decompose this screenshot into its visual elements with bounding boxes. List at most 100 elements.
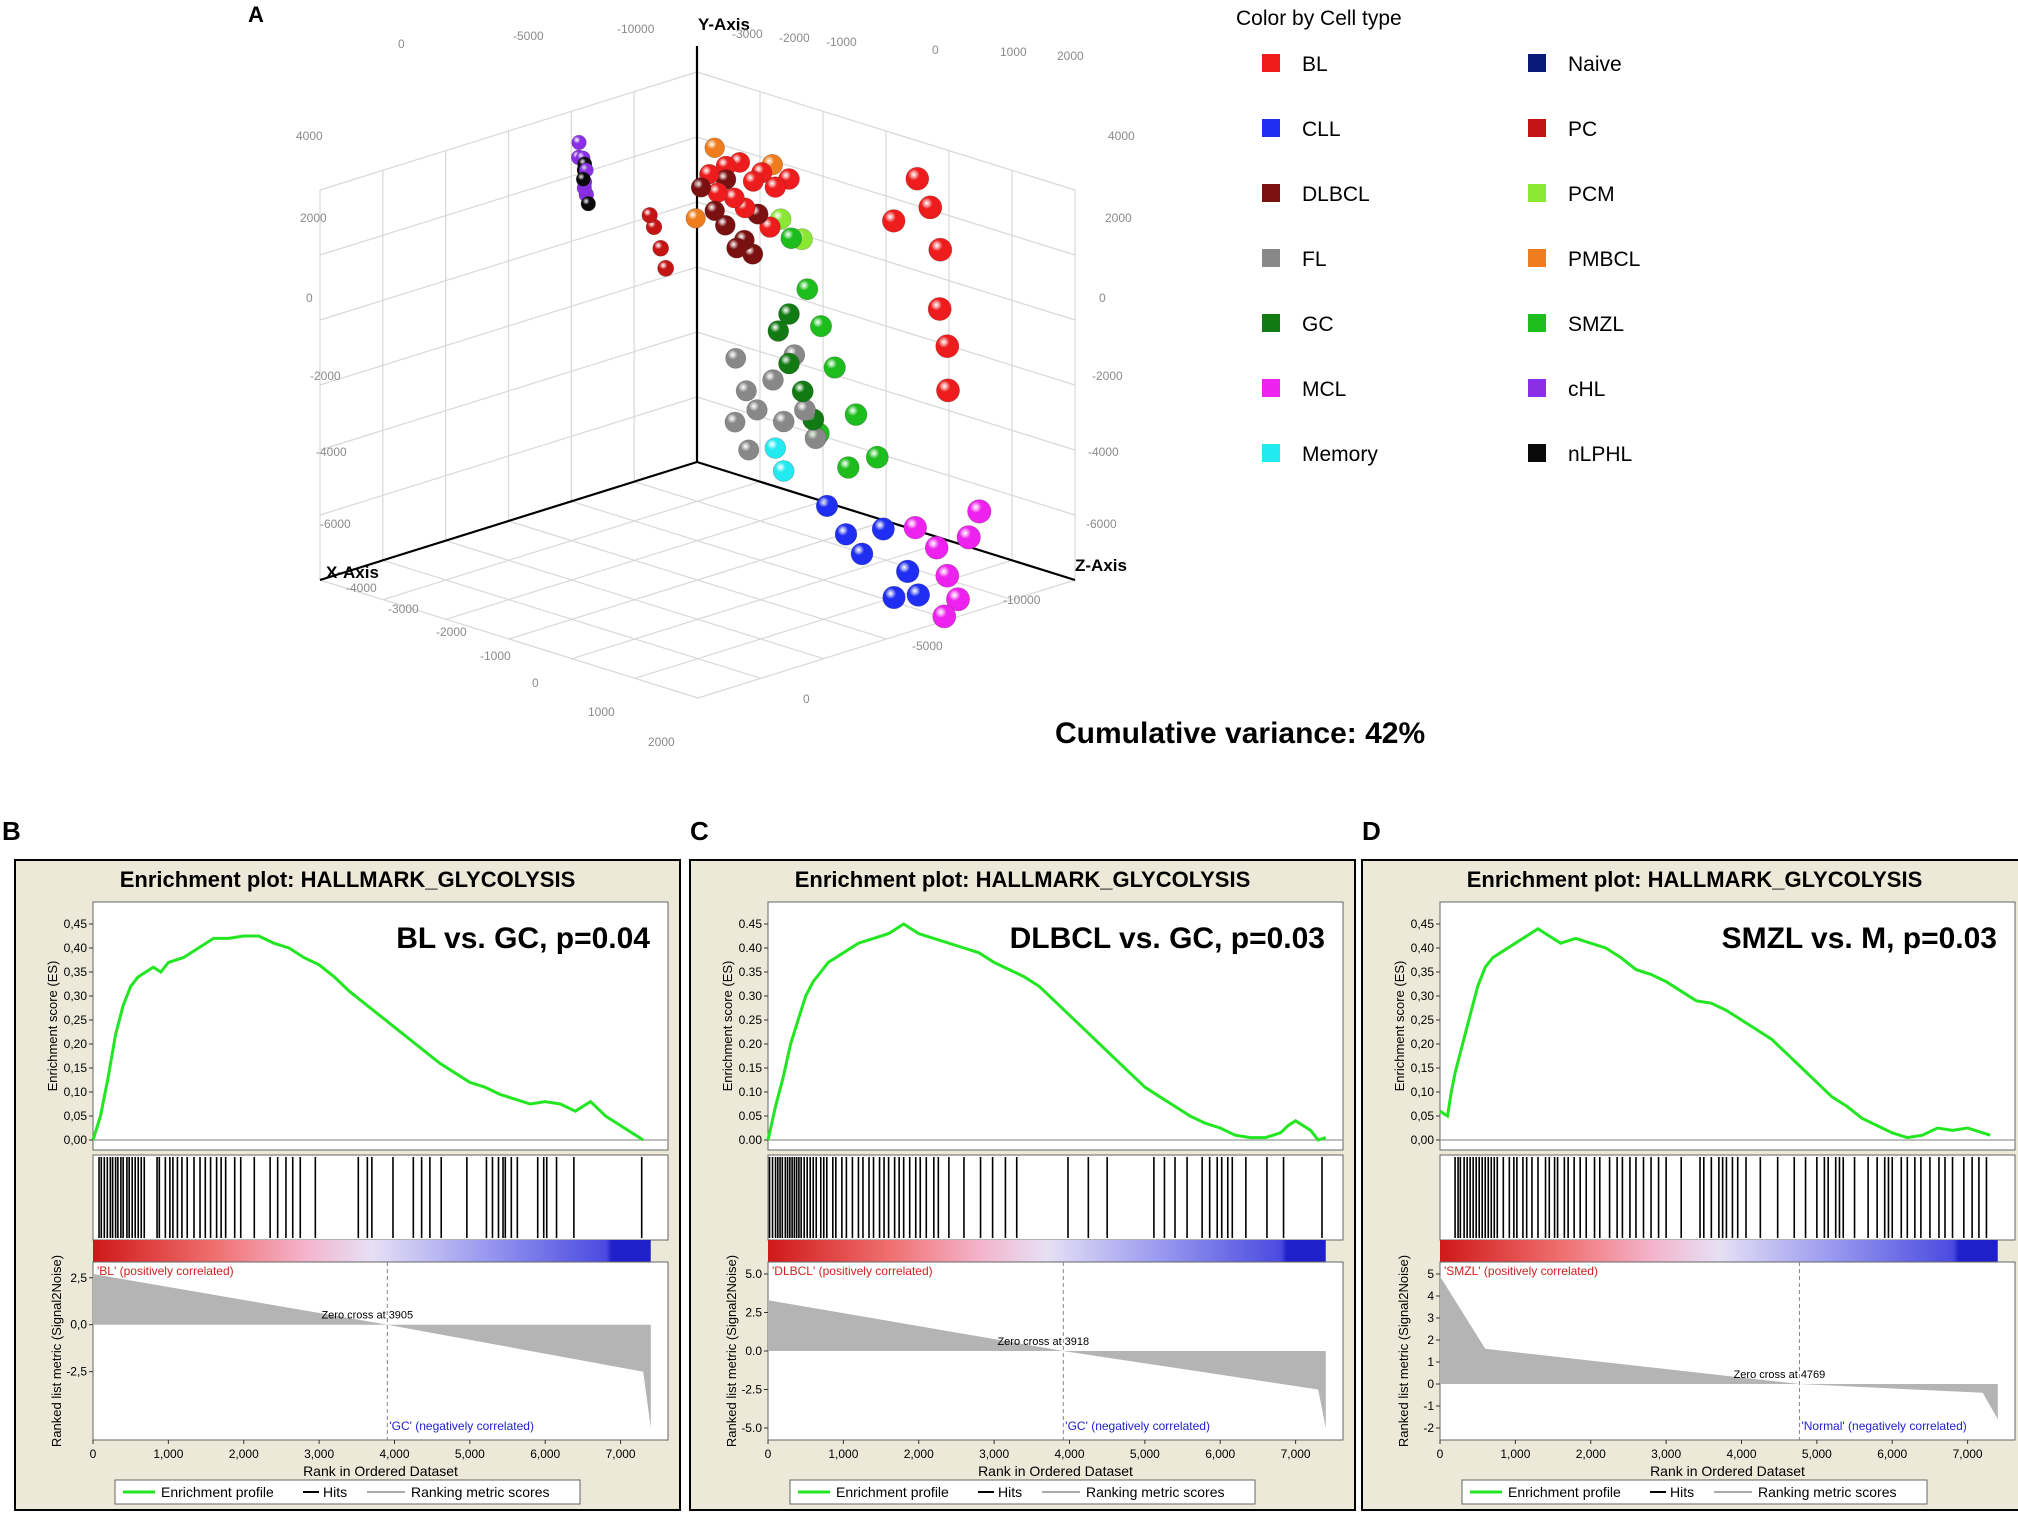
pca-point-pmbcl: [685, 208, 706, 229]
gsea-legend: [1461, 1479, 1928, 1505]
pca-point-cll: [815, 494, 839, 518]
x-tick-label: 1,000: [828, 1447, 858, 1461]
es-tick-label: 0,00: [1411, 1133, 1435, 1147]
x-tick-label: 6,000: [1877, 1447, 1907, 1461]
legend-label: PCM: [1568, 183, 1615, 206]
es-tick-label: 0,35: [1411, 965, 1435, 979]
tick-label: -6000: [1086, 517, 1117, 531]
es-tick-label: 0.00: [739, 1133, 763, 1147]
tick-label: 0: [306, 291, 313, 305]
pca-point-smzl: [837, 456, 860, 479]
panel-label-c: C: [690, 816, 709, 846]
x-tick-label: 1,000: [1500, 1447, 1530, 1461]
es-tick-label: 0,40: [1411, 941, 1435, 955]
pca-point-nlphl: [575, 171, 591, 187]
es-tick-label: 0,45: [64, 917, 88, 931]
pca-3d-plot: Y-Axis X-Axis Z-Axis 0 -5000 -10000 -300…: [296, 7, 1640, 750]
pca-point-smzl: [809, 315, 832, 338]
pca-point-dlbcl: [726, 237, 748, 259]
pca-point-chl: [571, 134, 587, 151]
metric-tick-label: 2,5: [70, 1271, 87, 1285]
pca-point-cll: [850, 542, 874, 566]
ranking-metric-area: [768, 1300, 1326, 1428]
tick-label: -4000: [1088, 445, 1119, 459]
es-tick-label: 0.20: [739, 1037, 763, 1051]
x-tick-label: 4,000: [379, 1447, 409, 1461]
pca-point-fl: [772, 410, 795, 433]
pca-point-memory: [772, 460, 795, 482]
es-tick-label: 0.10: [739, 1085, 763, 1099]
tick-label: 1000: [588, 705, 615, 719]
pca-point-fl: [762, 369, 784, 391]
gsea-title: Enrichment plot: HALLMARK_GLYCOLYSIS: [120, 867, 576, 892]
ranking-metric-area: [1440, 1276, 1998, 1420]
pca-point-dlbcl: [704, 200, 725, 222]
pca-point-mcl: [924, 535, 949, 560]
tick-label: -2000: [779, 31, 810, 45]
x-tick-label: 7,000: [606, 1447, 636, 1461]
pca-point-pc: [657, 259, 675, 277]
tick-label: 0: [932, 43, 939, 57]
es-plot-area: [1439, 901, 2016, 1151]
gsea-title: Enrichment plot: HALLMARK_GLYCOLYSIS: [795, 867, 1251, 892]
grid-line: [319, 579, 699, 699]
x-tick-label: 0: [765, 1447, 772, 1461]
zero-cross-label: Zero cross at 3918: [997, 1336, 1089, 1348]
legend-ranking-label: Ranking metric scores: [411, 1484, 550, 1500]
es-tick-label: 0,40: [64, 941, 88, 955]
es-tick-label: 0,30: [1411, 989, 1435, 1003]
es-tick-label: 0.40: [739, 941, 763, 955]
pca-point-pmbcl: [704, 137, 725, 159]
x-tick-label: 7,000: [1953, 1447, 1983, 1461]
pca-point-dlbcl: [714, 215, 736, 236]
legend-hits-label: Hits: [1670, 1484, 1694, 1500]
es-tick-label: 0,10: [1411, 1085, 1435, 1099]
es-tick-label: 0,35: [64, 965, 88, 979]
pca-point-smzl: [796, 278, 819, 301]
x-tick-label: 4,000: [1054, 1447, 1084, 1461]
gsea-panel-smzl: Enrichment plot: HALLMARK_GLYCOLYSIS 0,45…: [1361, 859, 2018, 1511]
x-tick-label: 5,000: [1802, 1447, 1832, 1461]
pca-point-fl: [725, 347, 747, 369]
pca-point-mcl: [935, 563, 960, 588]
pca-point-bl: [881, 209, 906, 233]
hits-area: [1439, 1154, 2016, 1241]
es-plot-area: [767, 901, 1344, 1151]
es-tick-label: 0.30: [739, 989, 763, 1003]
comparison-label: BL vs. GC, p=0.04: [396, 922, 650, 955]
x-tick-label: 3,000: [1651, 1447, 1681, 1461]
metric-tick-label: 0: [1427, 1377, 1434, 1391]
pca-point-gc: [778, 352, 800, 375]
legend-ranking-label: Ranking metric scores: [1758, 1484, 1897, 1500]
x-tick-label: 1,000: [153, 1447, 183, 1461]
tick-label: 4000: [1108, 129, 1135, 143]
legend-swatch-mcl: [1262, 379, 1280, 397]
comparison-label: SMZL vs. M, p=0.03: [1722, 922, 1997, 955]
x-tick-label: 4,000: [1726, 1447, 1756, 1461]
legend-label: GC: [1302, 313, 1334, 336]
pca-point-cll: [906, 583, 930, 607]
pca-point-dlbcl: [690, 177, 712, 198]
hits-area: [767, 1154, 1344, 1241]
legend-label: MCL: [1302, 378, 1346, 401]
legend-swatch-fl: [1262, 249, 1280, 267]
ranked-color-bar: [1440, 1240, 1998, 1262]
zero-cross-label: Zero cross at 4769: [1734, 1369, 1826, 1381]
x-tick-label: 2,000: [1576, 1447, 1606, 1461]
panel-label-b: B: [2, 816, 21, 846]
x-front-ticks: -4000 -3000 -2000 -1000 0 1000 2000: [346, 581, 675, 749]
tick-label: -4000: [346, 581, 377, 595]
legend-ranking-label: Ranking metric scores: [1086, 1484, 1225, 1500]
legend-label: PC: [1568, 118, 1597, 141]
pca-point-bl: [935, 334, 960, 359]
metric-tick-label: -2.5: [741, 1383, 762, 1397]
legend-swatch-chl: [1528, 379, 1546, 397]
pca-point-bl: [928, 237, 953, 262]
pca-point-gc: [778, 303, 800, 325]
pca-point-nlphl: [580, 196, 596, 212]
legend-swatch-dlbcl: [1262, 184, 1280, 202]
metric-area: [1439, 1261, 2016, 1441]
tick-label: -5000: [912, 639, 943, 653]
pca-point-pc: [652, 240, 670, 257]
x-tick-label: 2,000: [229, 1447, 259, 1461]
